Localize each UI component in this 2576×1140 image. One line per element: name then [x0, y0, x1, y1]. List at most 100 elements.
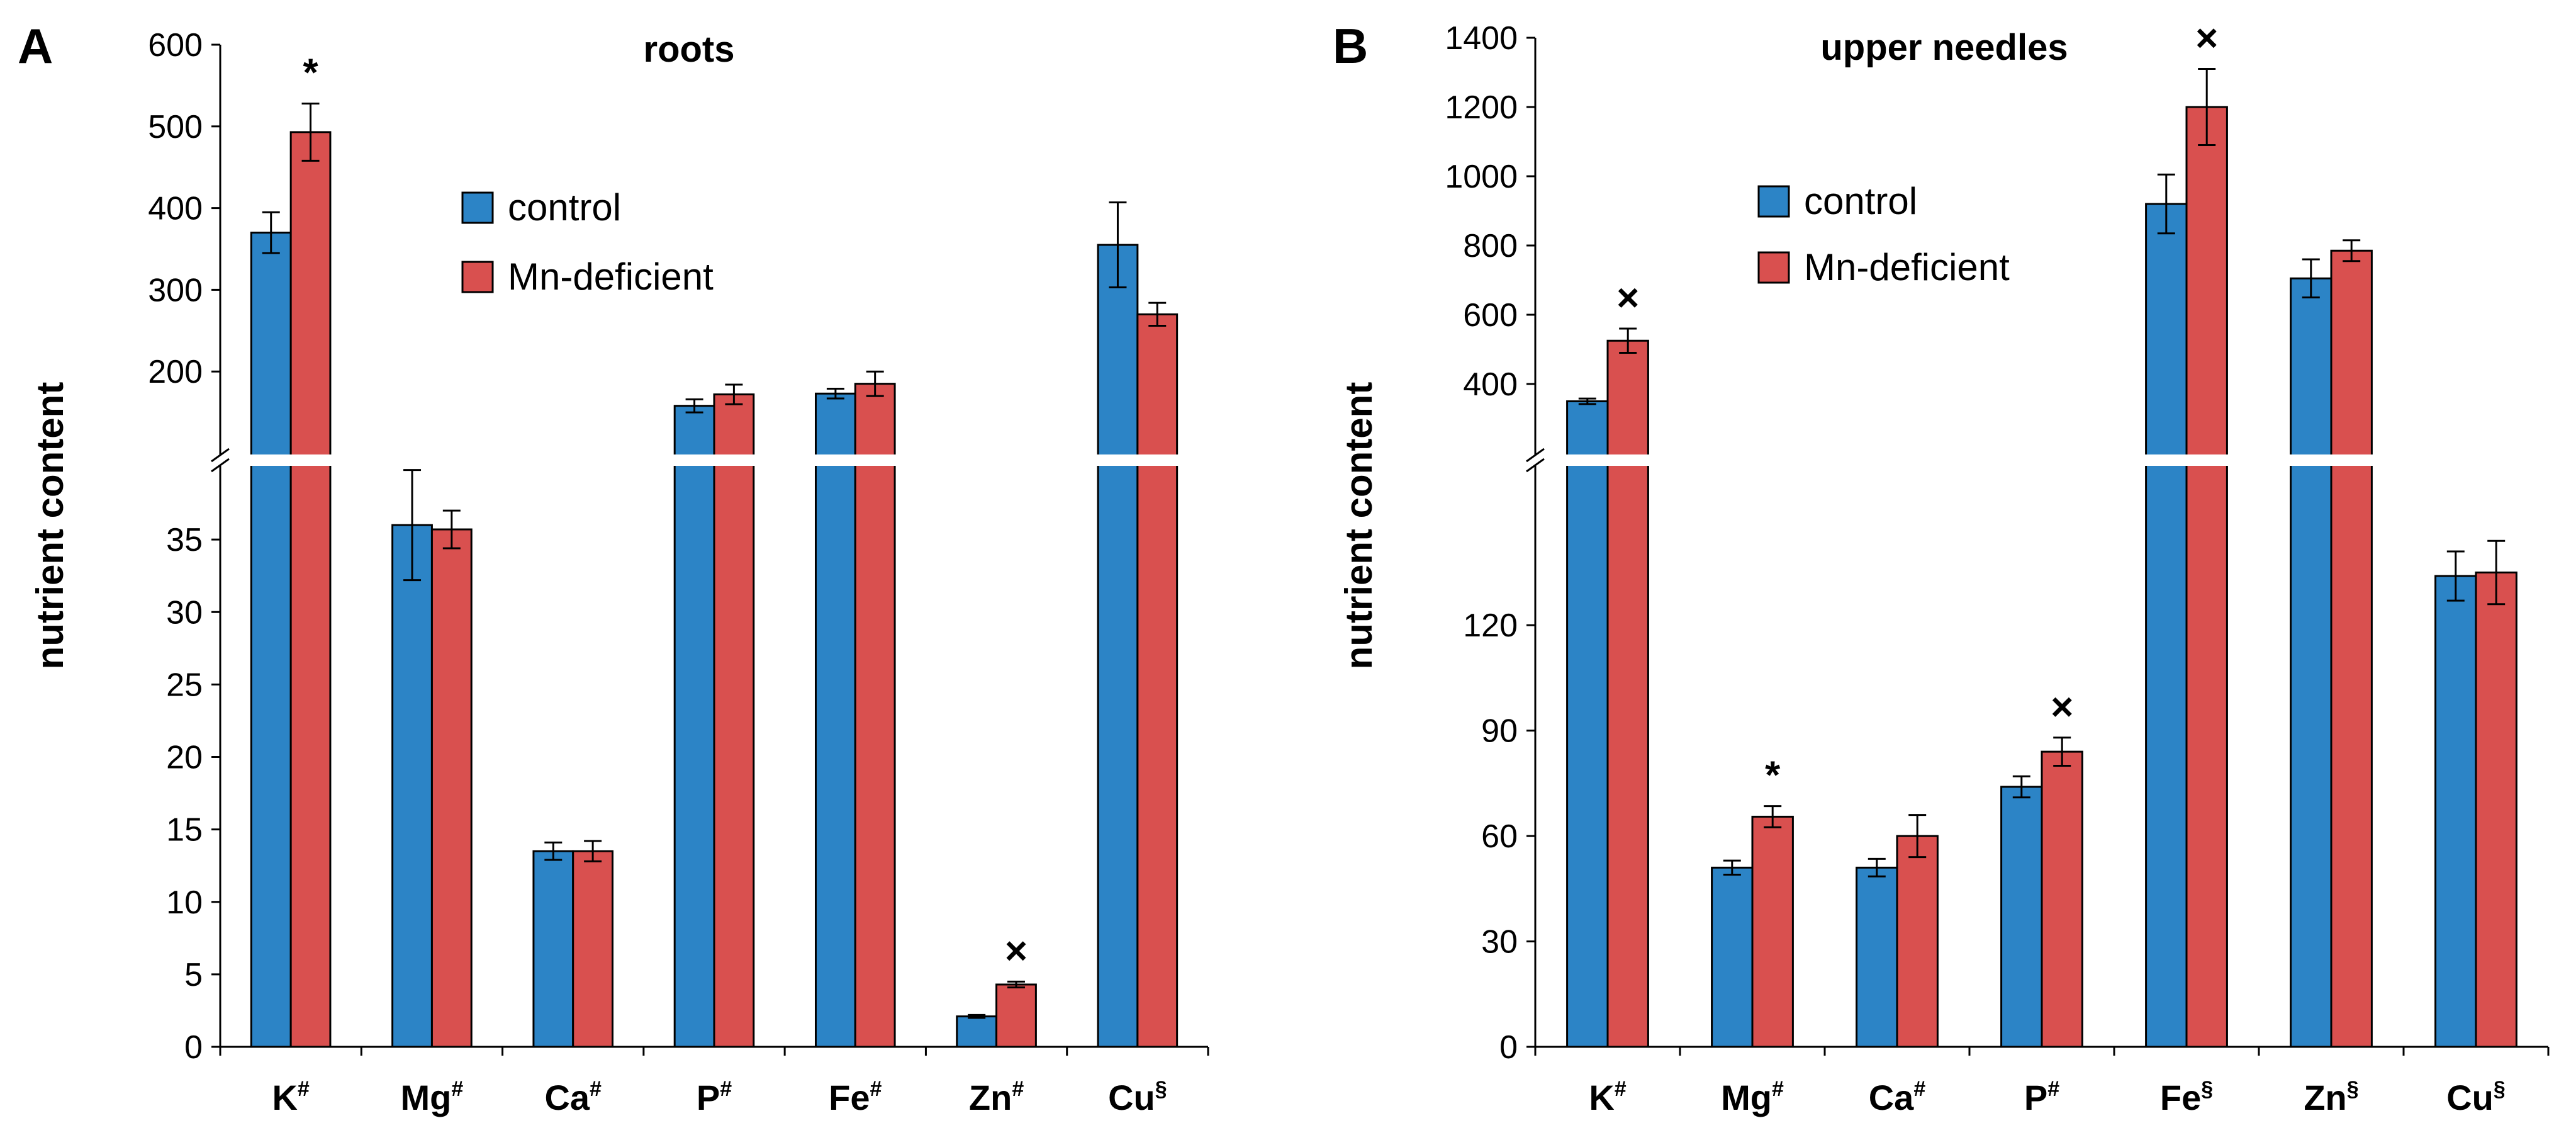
y-tick-label: 20 — [166, 740, 203, 776]
bar-control-zn — [2290, 277, 2332, 1048]
x-category-label: Ca# — [1869, 1077, 1926, 1117]
y-tick-label: 90 — [1481, 713, 1518, 750]
category-name: K — [272, 1078, 297, 1117]
axis-break-gap — [1510, 454, 2555, 466]
bar-control-zn — [956, 1015, 998, 1048]
legend-label-mn-deficient: Mn-deficient — [508, 256, 714, 298]
y-tick-label: 10 — [166, 884, 203, 921]
bar-mn-deficient-p — [2041, 750, 2083, 1048]
category-name: Mg — [1721, 1078, 1772, 1117]
category-mark: # — [720, 1077, 732, 1101]
panel-title: roots — [644, 29, 735, 70]
category-name: P — [697, 1078, 720, 1117]
axis-break-gap — [195, 454, 1214, 466]
bar-mn-deficient-zn — [995, 983, 1037, 1048]
significance-marker: × — [2195, 17, 2218, 60]
legend-swatch-control — [1757, 185, 1790, 218]
category-mark: # — [2047, 1077, 2059, 1101]
bar-mn-deficient-ca — [572, 850, 614, 1048]
y-tick-label: 15 — [166, 812, 203, 849]
y-axis-title: nutrient content — [1338, 382, 1380, 670]
x-category-label: Fe§ — [2160, 1077, 2213, 1117]
x-category-label: Ca# — [544, 1077, 602, 1117]
axis-break-mark — [1526, 458, 1545, 473]
bar-mn-deficient-p — [713, 393, 755, 1048]
category-name: Fe — [829, 1078, 870, 1117]
category-mark: § — [2347, 1077, 2359, 1101]
legend-swatch-mn-deficient — [461, 261, 494, 293]
y-tick-label: 30 — [1481, 924, 1518, 961]
bar-control-mg — [1711, 866, 1754, 1048]
y-tick-label: 120 — [1463, 607, 1518, 644]
category-mark: # — [1772, 1077, 1784, 1101]
x-category-label: K# — [1589, 1077, 1626, 1117]
x-category-label: Fe# — [829, 1077, 882, 1117]
category-name: Ca — [1869, 1078, 1914, 1117]
y-tick-label: 0 — [1499, 1029, 1518, 1066]
bar-mn-deficient-mg — [430, 528, 473, 1048]
category-name: Zn — [2304, 1078, 2346, 1117]
bar-control-cu — [2434, 575, 2477, 1048]
y-tick-label: 60 — [1481, 818, 1518, 855]
bar-mn-deficient-cu — [1136, 313, 1179, 1048]
category-name: Cu — [2446, 1078, 2494, 1117]
bar-mn-deficient-k — [1606, 339, 1649, 1048]
category-mark: § — [1155, 1077, 1167, 1101]
bar-mn-deficient-fe — [2185, 106, 2228, 1048]
x-category-label: P# — [697, 1077, 732, 1117]
category-mark: # — [1012, 1077, 1024, 1101]
y-tick-label: 35 — [166, 522, 203, 558]
category-name: K — [1589, 1078, 1614, 1117]
category-mark: # — [1615, 1077, 1627, 1101]
category-name: Fe — [2160, 1078, 2201, 1117]
significance-marker: × — [1616, 276, 1639, 320]
y-tick-label: 400 — [148, 191, 203, 227]
category-mark: § — [2494, 1077, 2506, 1101]
significance-marker: × — [1005, 929, 1028, 973]
bar-control-mg — [391, 524, 433, 1048]
y-tick-label: 0 — [184, 1029, 203, 1066]
bar-control-p — [2000, 786, 2043, 1048]
y-tick-label: 1200 — [1445, 89, 1518, 126]
bar-mn-deficient-ca — [1896, 835, 1939, 1048]
category-name: Mg — [401, 1078, 452, 1117]
y-tick-label: 800 — [1463, 228, 1518, 264]
category-mark: § — [2201, 1077, 2213, 1101]
bar-mn-deficient-mg — [1751, 815, 1794, 1048]
category-name: P — [2024, 1078, 2047, 1117]
significance-marker: * — [303, 51, 318, 94]
significance-marker: * — [1765, 754, 1781, 798]
category-mark: # — [298, 1077, 310, 1101]
legend-swatch-control — [461, 191, 494, 224]
bar-control-fe — [2145, 203, 2188, 1048]
x-category-label: Cu§ — [1108, 1077, 1167, 1117]
category-name: Zn — [969, 1078, 1012, 1117]
bar-control-ca — [532, 850, 574, 1048]
y-tick-label: 400 — [1463, 366, 1518, 403]
x-category-label: Zn§ — [2304, 1077, 2358, 1117]
y-tick-label: 1000 — [1445, 159, 1518, 195]
panel-label: A — [18, 18, 53, 74]
legend-label-mn-deficient: Mn-deficient — [1804, 246, 2010, 288]
x-category-label: Zn# — [969, 1077, 1024, 1117]
legend-label-control: control — [508, 186, 621, 229]
y-tick-label: 600 — [1463, 297, 1518, 334]
x-category-label: Cu§ — [2446, 1077, 2506, 1117]
category-mark: # — [451, 1077, 463, 1101]
significance-marker: × — [2051, 686, 2073, 729]
category-name: Cu — [1108, 1078, 1155, 1117]
y-tick-label: 200 — [148, 354, 203, 390]
axis-break-mark — [211, 458, 230, 473]
panel-title: upper needles — [1820, 27, 2068, 68]
y-tick-label: 30 — [166, 594, 203, 631]
bar-mn-deficient-cu — [2475, 571, 2517, 1048]
legend-label-control: control — [1804, 180, 1917, 222]
category-mark: # — [870, 1077, 882, 1101]
bar-control-fe — [814, 392, 856, 1048]
bar-mn-deficient-zn — [2330, 249, 2373, 1048]
bar-mn-deficient-fe — [854, 383, 896, 1048]
category-name: Ca — [544, 1078, 590, 1117]
